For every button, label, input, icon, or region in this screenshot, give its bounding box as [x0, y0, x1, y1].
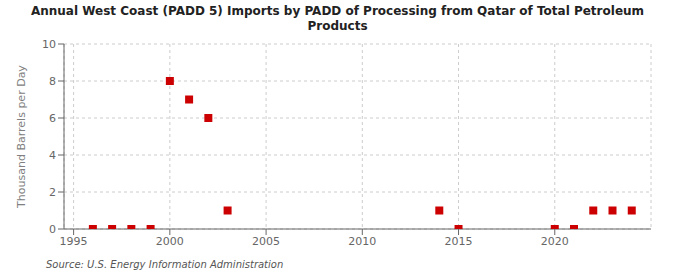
svg-text:8: 8 [49, 75, 56, 88]
svg-text:6: 6 [49, 112, 56, 125]
html-text:Annual West Coast (PADD 5) Imp: Annual West Coast (PADD 5) Imports by PA… [30, 4, 645, 18]
svg-text:2: 2 [49, 186, 56, 199]
svg-text:2010: 2010 [348, 235, 376, 248]
svg-text:Thousand Barrels per Day: Thousand Barrels per Day [15, 65, 28, 209]
svg-text:2020: 2020 [541, 235, 569, 248]
svg-text:10: 10 [42, 38, 56, 51]
svg-text:0: 0 [49, 223, 56, 236]
svg-text:2015: 2015 [445, 235, 473, 248]
html-text:Products: Products [307, 19, 368, 33]
html-text:Source: U.S. Energy Informatio: Source: U.S. Energy Information Administ… [46, 259, 284, 270]
svg-text:2000: 2000 [156, 235, 184, 248]
svg-text:1995: 1995 [60, 235, 88, 248]
svg-text:2005: 2005 [252, 235, 280, 248]
svg-text:4: 4 [49, 149, 56, 162]
